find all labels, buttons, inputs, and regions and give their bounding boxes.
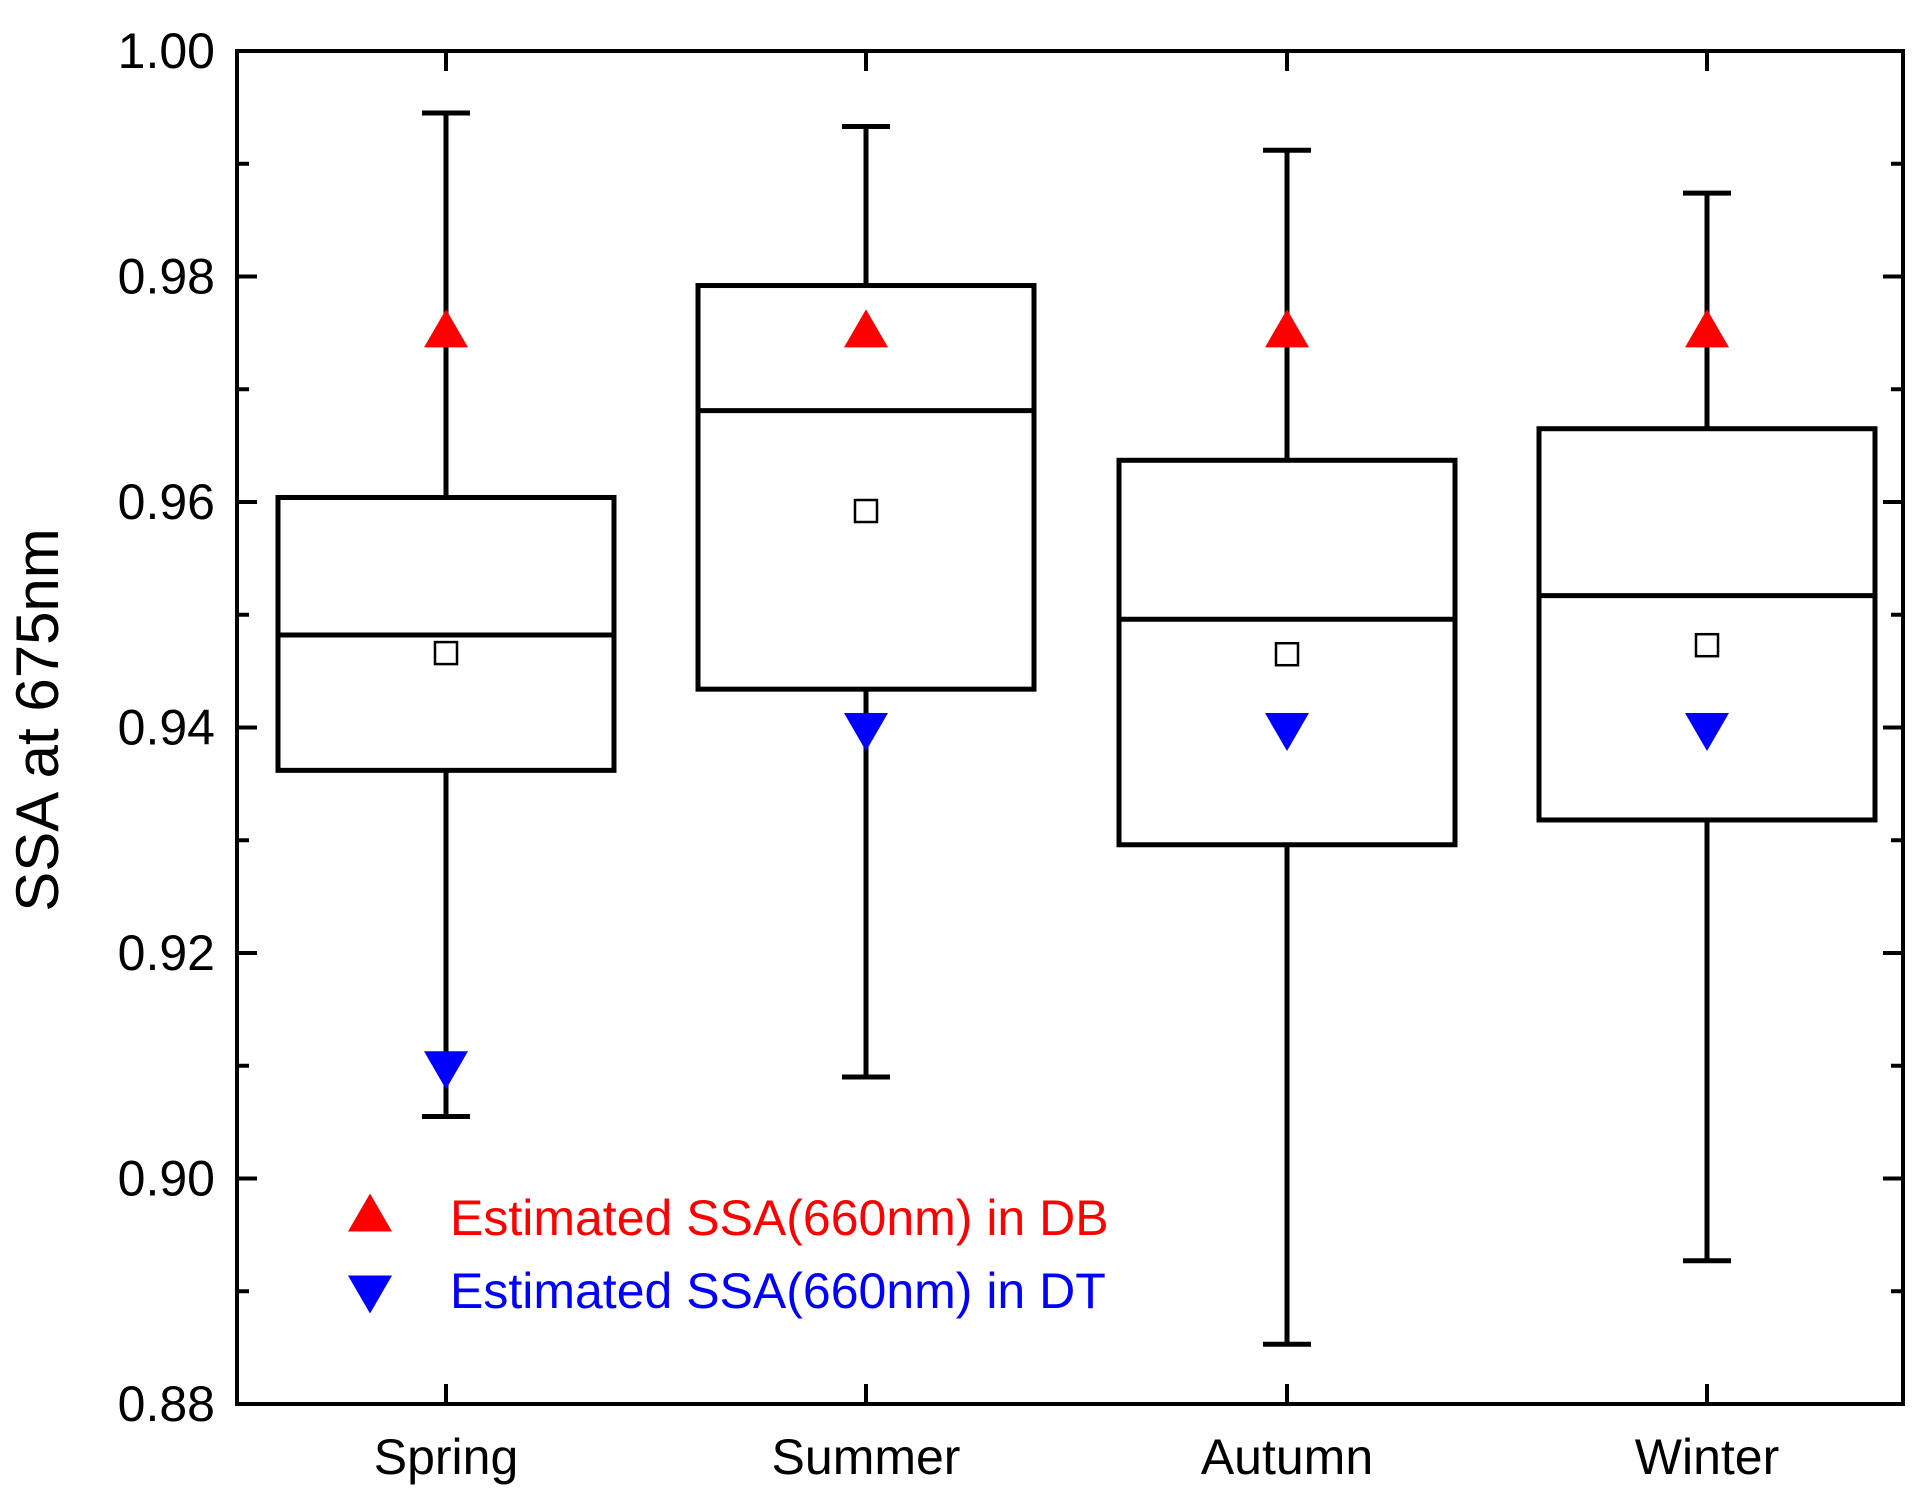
y-tick-label: 0.94 bbox=[118, 700, 215, 756]
mean-marker-spring bbox=[433, 640, 459, 666]
db-marker-autumn bbox=[1265, 309, 1309, 348]
iqr-box-autumn bbox=[1116, 457, 1458, 848]
legend-label-db: Estimated SSA(660nm) in DB bbox=[450, 1190, 1109, 1246]
box-autumn bbox=[1116, 147, 1458, 1347]
mean-marker-summer bbox=[853, 498, 879, 524]
x-tick-label-winter: Winter bbox=[1635, 1429, 1779, 1485]
dt-marker-summer bbox=[844, 713, 888, 752]
y-tick-label: 1.00 bbox=[118, 23, 215, 79]
db-marker-spring bbox=[424, 309, 468, 348]
db-marker-summer bbox=[844, 309, 888, 348]
legend-marker-db bbox=[348, 1193, 392, 1232]
box-summer bbox=[695, 124, 1037, 1080]
mean-marker-autumn bbox=[1274, 641, 1300, 667]
y-tick-label: 0.92 bbox=[118, 925, 215, 981]
iqr-box-winter bbox=[1536, 426, 1878, 823]
legend-label-dt: Estimated SSA(660nm) in DT bbox=[450, 1263, 1106, 1319]
y-tick-label: 0.90 bbox=[118, 1151, 215, 1207]
y-axis-title: SSA at 675nm bbox=[4, 528, 71, 912]
mean-marker-winter bbox=[1694, 632, 1720, 658]
box-winter bbox=[1536, 190, 1878, 1264]
y-tick-label: 0.98 bbox=[118, 249, 215, 305]
x-tick-label-summer: Summer bbox=[772, 1429, 961, 1485]
y-tick-label: 0.88 bbox=[118, 1376, 215, 1432]
dt-marker-spring bbox=[424, 1051, 468, 1090]
iqr-box-summer bbox=[695, 283, 1037, 692]
box-spring bbox=[275, 110, 617, 1119]
x-tick-label-spring: Spring bbox=[374, 1429, 519, 1485]
dt-marker-winter bbox=[1685, 713, 1729, 752]
x-tick-label-autumn: Autumn bbox=[1201, 1429, 1373, 1485]
legend-marker-dt bbox=[348, 1275, 392, 1314]
db-marker-winter bbox=[1685, 309, 1729, 348]
y-tick-label: 0.96 bbox=[118, 474, 215, 530]
dt-marker-autumn bbox=[1265, 713, 1309, 752]
legend-entry-db: Estimated SSA(660nm) in DB bbox=[348, 1190, 1109, 1246]
legend-entry-dt: Estimated SSA(660nm) in DT bbox=[348, 1263, 1106, 1319]
